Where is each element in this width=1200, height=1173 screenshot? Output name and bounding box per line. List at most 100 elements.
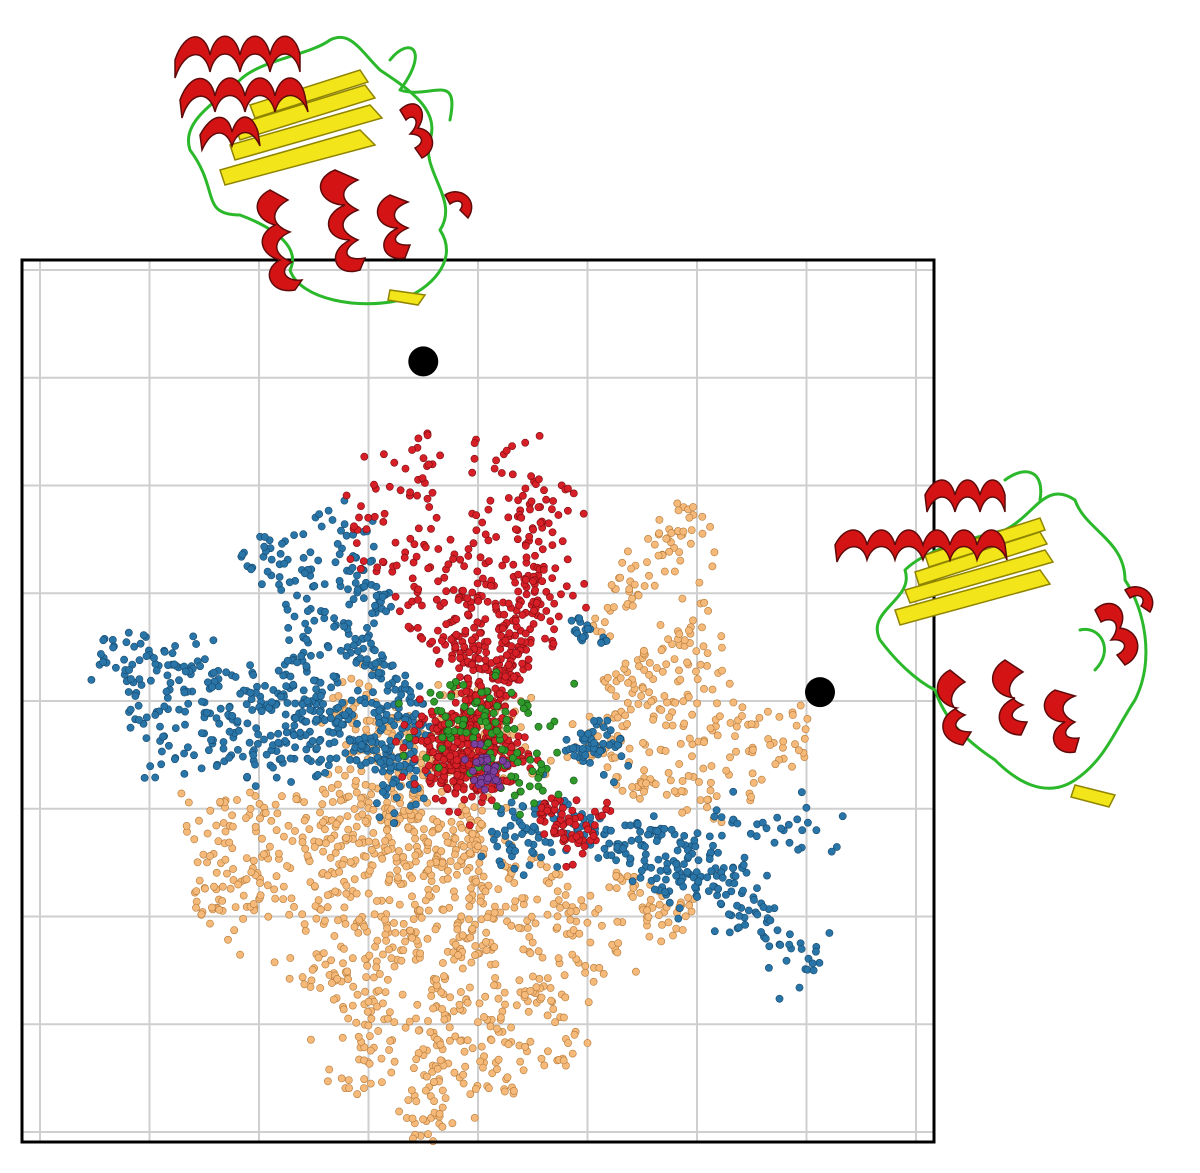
data-point <box>283 656 292 665</box>
data-point <box>410 727 419 736</box>
data-point <box>356 565 365 573</box>
data-point <box>399 751 408 760</box>
data-point <box>594 905 603 913</box>
data-point <box>475 999 484 1008</box>
data-point <box>427 992 436 1000</box>
data-point <box>452 870 461 879</box>
data-point <box>285 910 294 919</box>
data-point <box>289 731 298 740</box>
data-point <box>483 764 492 773</box>
data-point <box>674 506 683 515</box>
data-point <box>287 778 295 786</box>
data-point <box>568 1049 577 1058</box>
data-point <box>366 557 375 566</box>
data-point <box>426 773 435 781</box>
data-point <box>613 917 622 926</box>
data-point <box>546 617 555 625</box>
data-point <box>365 951 374 960</box>
data-point <box>519 491 527 500</box>
data-point <box>353 586 362 594</box>
data-point <box>463 1036 472 1045</box>
data-point <box>446 752 454 761</box>
data-point <box>801 725 810 734</box>
data-point <box>423 431 432 440</box>
data-point <box>263 881 272 890</box>
data-point <box>476 629 484 637</box>
data-point <box>394 699 403 708</box>
data-point <box>271 894 280 903</box>
data-point <box>399 929 408 937</box>
data-point <box>371 765 380 774</box>
data-point <box>238 550 247 559</box>
data-point <box>649 715 657 724</box>
data-point <box>507 743 516 752</box>
data-point <box>652 837 661 845</box>
data-point <box>502 446 511 455</box>
data-point <box>490 981 498 990</box>
data-point <box>747 720 756 728</box>
data-point <box>690 836 699 845</box>
data-point <box>451 1032 460 1041</box>
data-point <box>725 910 733 919</box>
data-point <box>459 842 468 851</box>
data-point <box>360 922 369 931</box>
data-point <box>662 790 671 799</box>
data-point <box>180 688 189 697</box>
data-point <box>432 885 440 893</box>
data-point <box>358 810 367 819</box>
data-point <box>197 729 206 737</box>
data-point <box>356 654 365 663</box>
data-point <box>699 642 708 651</box>
data-point <box>263 567 272 576</box>
data-point <box>529 972 537 981</box>
data-point <box>377 651 386 659</box>
data-point <box>527 497 536 506</box>
data-point <box>671 567 679 576</box>
data-point <box>492 726 501 735</box>
data-point <box>793 815 802 824</box>
data-point <box>99 658 107 667</box>
data-point <box>395 1107 403 1116</box>
data-point <box>438 1086 447 1095</box>
data-point <box>576 729 585 738</box>
data-point <box>352 889 361 898</box>
data-point <box>676 740 685 748</box>
data-point <box>470 803 479 811</box>
data-point <box>527 912 536 921</box>
data-point <box>334 692 343 700</box>
data-point <box>498 756 507 765</box>
data-point <box>151 773 160 782</box>
data-point <box>391 592 400 601</box>
data-point <box>300 569 309 578</box>
data-point <box>551 1018 559 1027</box>
data-point <box>611 753 619 762</box>
data-point <box>131 692 140 700</box>
data-point <box>458 720 467 729</box>
data-point <box>531 919 540 928</box>
data-point <box>215 719 224 728</box>
data-point <box>670 655 679 663</box>
data-point <box>325 1065 334 1074</box>
data-point <box>534 722 543 731</box>
data-point <box>423 736 432 745</box>
data-point <box>209 636 218 645</box>
data-point <box>385 945 393 954</box>
data-point <box>603 763 612 772</box>
data-point <box>495 689 504 698</box>
data-point <box>284 624 293 632</box>
data-point <box>376 758 385 767</box>
data-point <box>404 843 413 852</box>
data-point <box>538 953 547 962</box>
data-point <box>142 734 151 742</box>
data-point <box>480 1052 488 1061</box>
data-point <box>466 933 475 942</box>
data-point <box>634 591 643 600</box>
data-point <box>393 866 402 875</box>
data-point <box>773 813 782 822</box>
data-point <box>655 516 664 524</box>
data-point <box>195 816 203 825</box>
data-point <box>233 746 242 754</box>
data-point <box>431 925 440 934</box>
data-point <box>569 591 577 600</box>
data-point <box>396 486 405 495</box>
